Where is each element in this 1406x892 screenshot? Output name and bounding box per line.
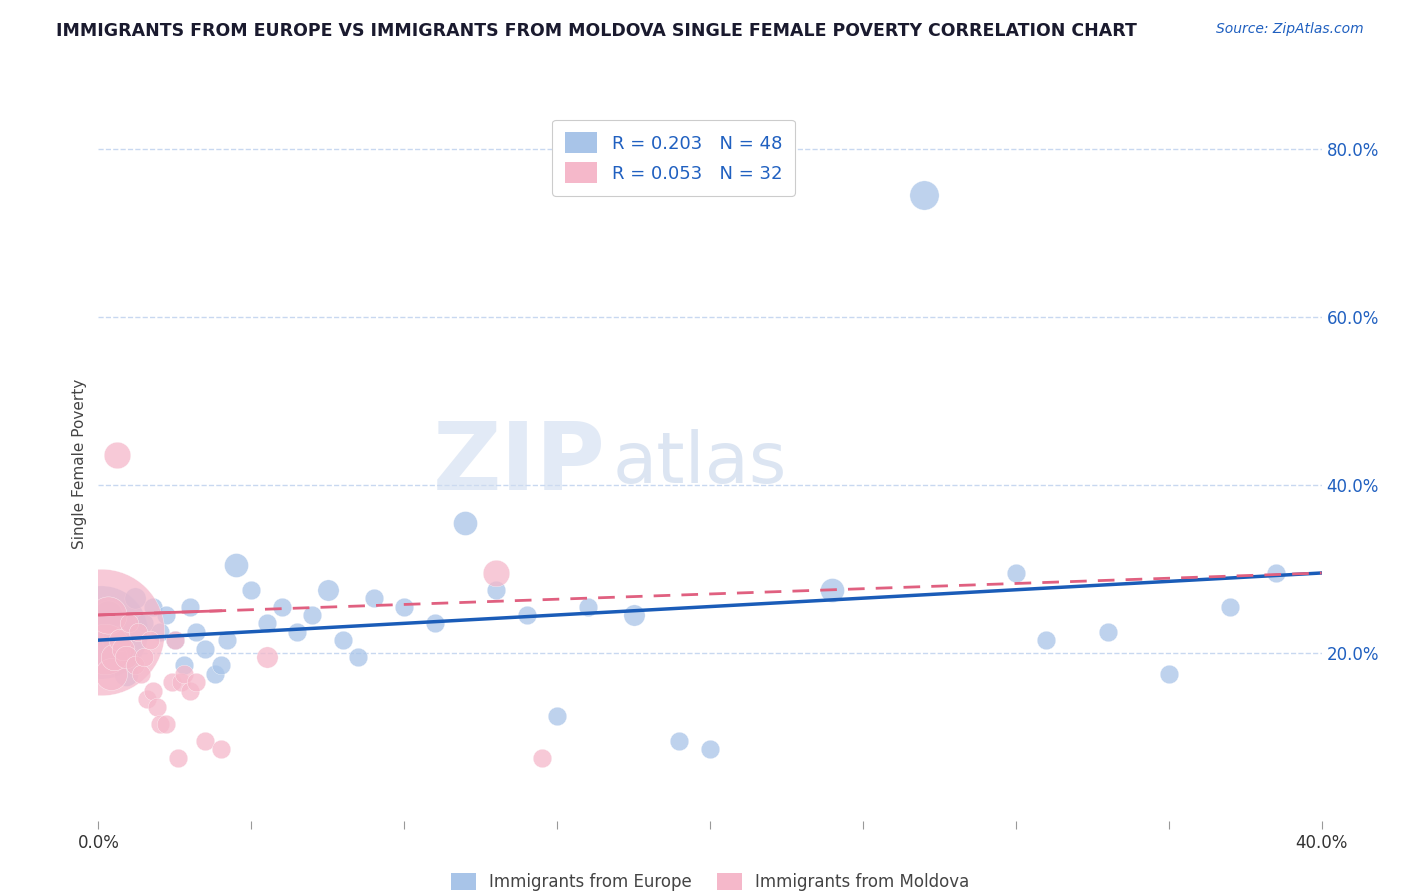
Point [912,188,935,202]
Point [136,692,159,706]
Point [423,616,446,631]
Point [270,599,292,614]
Point [163,633,186,648]
Point [149,717,172,731]
Point [209,742,232,756]
Point [204,666,226,681]
Point [1157,666,1180,681]
Point [821,582,844,597]
Point [454,516,477,530]
Point [115,649,138,664]
Point [301,607,323,622]
Point [115,666,138,681]
Point [90,624,112,639]
Point [163,633,186,648]
Point [1264,566,1286,580]
Point [1097,624,1119,639]
Point [139,633,162,648]
Point [576,599,599,614]
Legend: Immigrants from Europe, Immigrants from Moldova: Immigrants from Europe, Immigrants from … [444,866,976,892]
Point [103,633,125,648]
Point [108,633,131,648]
Point [1219,599,1241,614]
Text: Source: ZipAtlas.com: Source: ZipAtlas.com [1216,22,1364,37]
Point [256,616,278,631]
Point [186,624,208,639]
Point [103,649,125,664]
Text: ZIP: ZIP [433,417,606,510]
Text: IMMIGRANTS FROM EUROPE VS IMMIGRANTS FROM MOLDOVA SINGLE FEMALE POVERTY CORRELAT: IMMIGRANTS FROM EUROPE VS IMMIGRANTS FRO… [56,22,1137,40]
Point [105,449,128,463]
Point [129,666,152,681]
Point [118,616,141,631]
Point [160,675,183,690]
Point [145,700,167,714]
Point [316,582,339,597]
Point [100,666,122,681]
Point [546,708,568,723]
Point [149,624,172,639]
Point [127,624,149,639]
Point [485,566,508,580]
Point [256,649,278,664]
Point [623,607,645,622]
Point [155,607,177,622]
Point [167,750,190,764]
Point [134,616,156,631]
Point [194,734,217,748]
Point [90,624,112,639]
Point [93,641,115,656]
Point [285,624,308,639]
Point [194,641,217,656]
Point [173,666,195,681]
Point [209,658,232,673]
Point [111,641,134,656]
Point [97,607,120,622]
Point [392,599,416,614]
Point [124,591,146,606]
Point [225,558,247,572]
Text: atlas: atlas [612,429,786,499]
Point [485,582,508,597]
Point [699,742,721,756]
Point [1035,633,1057,648]
Point [516,607,538,622]
Point [134,649,156,664]
Point [142,683,165,698]
Point [347,649,370,664]
Point [155,717,177,731]
Point [93,641,115,656]
Point [108,641,131,656]
Point [118,649,141,664]
Point [530,750,553,764]
Point [142,599,165,614]
Point [170,675,193,690]
Point [363,591,385,606]
Point [240,582,263,597]
Point [179,683,201,698]
Point [186,675,208,690]
Y-axis label: Single Female Poverty: Single Female Poverty [72,379,87,549]
Point [668,734,690,748]
Point [1004,566,1026,580]
Point [97,607,120,622]
Point [332,633,354,648]
Point [215,633,238,648]
Point [179,599,201,614]
Point [173,658,195,673]
Point [124,658,146,673]
